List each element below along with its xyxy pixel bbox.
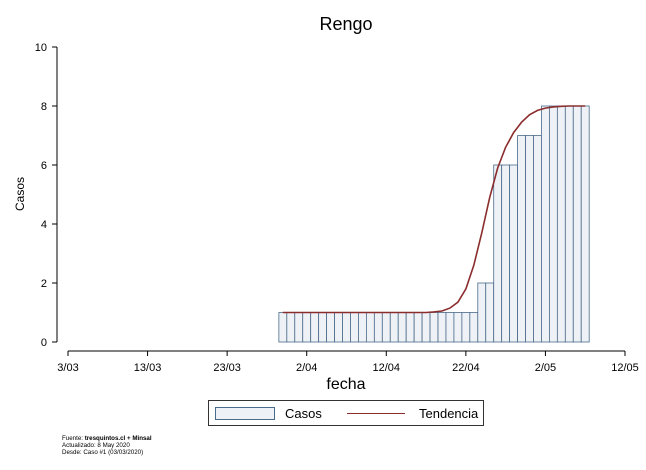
source-note: Fuente: tresquintos.cl + Minsal Actualiz…	[62, 435, 152, 456]
bar	[556, 105, 566, 343]
y-tick-label: 4	[41, 219, 47, 231]
bar	[437, 312, 447, 343]
source-line-2: Actualizado: 8 May 2020	[62, 442, 130, 449]
x-axis-label: fecha	[326, 376, 365, 393]
legend-label-tendencia: Tendencia	[419, 406, 479, 421]
bar	[358, 312, 367, 343]
y-axis-label: Casos	[13, 177, 27, 211]
bar	[580, 105, 590, 343]
x-tick-label: 12/05	[611, 362, 639, 374]
bar	[525, 135, 534, 343]
x-tick-label: 3/03	[57, 362, 78, 374]
bar	[564, 105, 574, 343]
bar	[493, 164, 503, 343]
bar	[278, 312, 288, 343]
bar	[286, 312, 296, 343]
bar	[461, 312, 471, 343]
bar	[326, 312, 335, 343]
x-tick-label: 23/03	[213, 362, 241, 374]
bar	[469, 312, 479, 343]
bar	[509, 164, 518, 343]
bar	[342, 312, 351, 343]
bar	[421, 312, 431, 343]
y-tick-label: 6	[41, 160, 47, 172]
legend-swatch-casos	[215, 407, 275, 420]
x-tick-label: 22/04	[452, 362, 480, 374]
bar	[485, 282, 495, 343]
y-tick-label: 8	[41, 101, 47, 113]
y-tick-label: 0	[41, 337, 47, 349]
bar	[501, 164, 511, 343]
bar	[373, 312, 383, 343]
source-line-3: Desde: Caso #1 (03/03/2020)	[62, 449, 144, 456]
bar	[350, 312, 359, 343]
x-tick-label: 13/03	[134, 362, 162, 374]
x-tick-label: 12/04	[373, 362, 401, 374]
legend-label-casos: Casos	[285, 406, 322, 421]
bar	[381, 312, 391, 343]
y-tick-label: 2	[41, 278, 47, 290]
legend-line-tendencia	[347, 413, 405, 414]
bar	[533, 135, 542, 343]
bar	[413, 312, 423, 343]
bar	[405, 312, 415, 343]
bar	[477, 282, 487, 343]
chart-title: Rengo	[319, 14, 372, 34]
bar	[572, 105, 582, 343]
bar	[318, 312, 328, 343]
bar	[365, 312, 375, 343]
bar	[294, 312, 304, 343]
bar	[549, 105, 558, 343]
source-line-1: Fuente: tresquintos.cl + Minsal	[62, 435, 152, 442]
bar	[445, 312, 455, 343]
bar	[453, 312, 463, 343]
x-tick-label: 2/04	[296, 362, 317, 374]
legend: Casos Tendencia	[208, 400, 484, 426]
bar	[397, 312, 407, 343]
bar	[541, 105, 550, 343]
bar	[389, 312, 399, 343]
x-tick-label: 2/05	[535, 362, 556, 374]
bar	[302, 312, 312, 343]
trend-line	[282, 105, 586, 314]
bar	[429, 312, 439, 343]
y-tick-label: 10	[35, 42, 47, 54]
bar	[517, 135, 526, 343]
bar	[310, 312, 320, 343]
bar	[334, 312, 343, 343]
